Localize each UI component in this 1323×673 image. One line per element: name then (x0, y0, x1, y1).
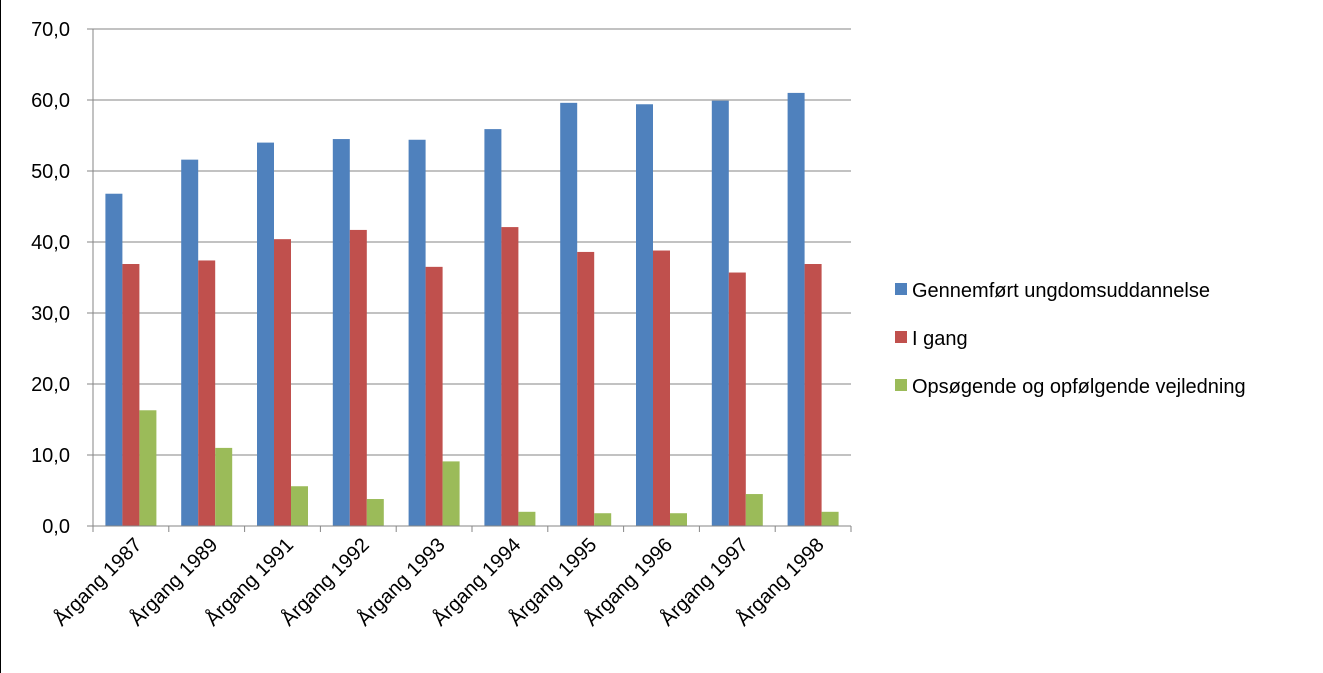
bar (636, 104, 653, 526)
bar (425, 266, 443, 526)
y-tick-label: 10,0 (31, 445, 70, 467)
bar (560, 102, 578, 526)
bar (442, 461, 460, 526)
bar (821, 511, 839, 526)
y-tick-label: 40,0 (31, 232, 70, 254)
bar (181, 159, 199, 526)
y-tick-label: 30,0 (31, 303, 70, 325)
bar (215, 447, 233, 526)
bar (257, 142, 274, 526)
legend-swatch (895, 379, 907, 391)
bar (105, 193, 123, 526)
bar (804, 264, 822, 526)
bar (787, 92, 805, 527)
bar (274, 239, 291, 526)
bar (366, 499, 384, 526)
bar (484, 129, 502, 527)
y-tick-label: 0,0 (42, 516, 70, 538)
y-axis: 0,0 10,0 20,0 30,0 40,0 50,0 60,0 70,0 (31, 19, 94, 538)
legend-swatch (895, 331, 907, 343)
bar (745, 494, 763, 526)
bar (349, 229, 367, 526)
y-tick-label: 70,0 (31, 19, 70, 41)
bar (408, 139, 426, 526)
bar (139, 410, 157, 526)
bar (518, 511, 536, 526)
bar (653, 250, 670, 526)
bar (670, 513, 687, 526)
y-tick-label: 20,0 (31, 374, 70, 396)
bar (198, 260, 216, 526)
y-tick-label: 60,0 (31, 90, 70, 112)
legend-swatch (895, 283, 907, 295)
y-tick-label: 50,0 (31, 161, 70, 183)
legend-label: I gang (912, 328, 968, 350)
bar (501, 227, 519, 526)
bar (594, 513, 612, 526)
bar (577, 251, 595, 526)
legend-label: Opsøgende og opfølgende vejledning (912, 376, 1246, 398)
bar (291, 486, 308, 526)
bar (728, 272, 746, 526)
bar (122, 264, 140, 526)
legend: Gennemført ungdomsuddannelse I gang Opsøge… (895, 280, 1246, 398)
bars (105, 92, 839, 527)
legend-label: Gennemført ungdomsuddannelse (912, 280, 1210, 302)
bar (711, 100, 729, 527)
bar (332, 139, 350, 527)
